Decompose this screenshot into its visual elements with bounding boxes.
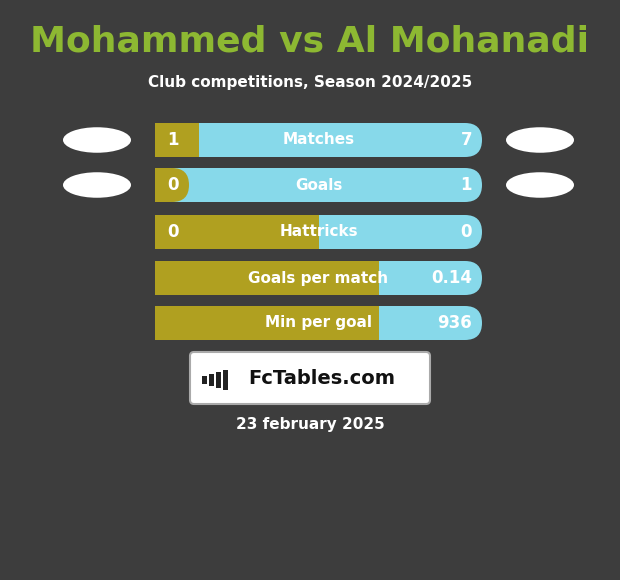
FancyBboxPatch shape <box>155 168 189 202</box>
Text: 936: 936 <box>437 314 472 332</box>
Bar <box>155 261 379 295</box>
Text: 1: 1 <box>461 176 472 194</box>
Text: 23 february 2025: 23 february 2025 <box>236 418 384 433</box>
FancyBboxPatch shape <box>155 123 482 157</box>
Bar <box>155 306 379 340</box>
Text: Goals: Goals <box>295 177 342 193</box>
FancyBboxPatch shape <box>155 306 482 340</box>
Text: Club competitions, Season 2024/2025: Club competitions, Season 2024/2025 <box>148 74 472 89</box>
Bar <box>209 374 214 386</box>
FancyBboxPatch shape <box>155 123 190 157</box>
Bar <box>155 168 170 202</box>
FancyBboxPatch shape <box>155 215 190 249</box>
Text: Goals per match: Goals per match <box>249 270 389 285</box>
Text: 0.14: 0.14 <box>431 269 472 287</box>
FancyBboxPatch shape <box>155 261 482 295</box>
Text: Min per goal: Min per goal <box>265 316 372 331</box>
Text: 1: 1 <box>167 131 179 149</box>
Bar <box>155 215 319 249</box>
Text: Matches: Matches <box>283 132 355 147</box>
Bar <box>202 376 207 384</box>
Bar <box>223 370 228 390</box>
FancyBboxPatch shape <box>155 215 482 249</box>
Ellipse shape <box>506 172 574 198</box>
Text: 0: 0 <box>461 223 472 241</box>
Text: Hattricks: Hattricks <box>279 224 358 240</box>
Text: 0: 0 <box>167 176 179 194</box>
Ellipse shape <box>63 127 131 153</box>
Bar <box>216 372 221 388</box>
FancyBboxPatch shape <box>190 352 430 404</box>
Ellipse shape <box>63 172 131 198</box>
FancyBboxPatch shape <box>155 261 190 295</box>
Text: FcTables.com: FcTables.com <box>249 368 396 387</box>
Ellipse shape <box>506 127 574 153</box>
Text: 7: 7 <box>461 131 472 149</box>
FancyBboxPatch shape <box>155 168 482 202</box>
Bar <box>155 123 199 157</box>
Text: 0: 0 <box>167 223 179 241</box>
FancyBboxPatch shape <box>155 306 190 340</box>
Text: Mohammed vs Al Mohanadi: Mohammed vs Al Mohanadi <box>30 25 590 59</box>
